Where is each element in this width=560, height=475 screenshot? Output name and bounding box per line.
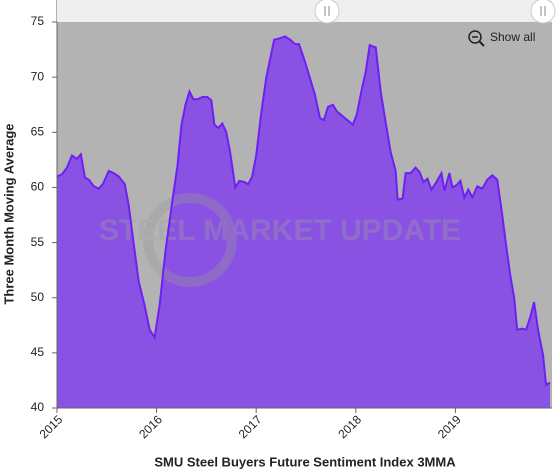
x-tick-label: 2018	[335, 412, 364, 441]
y-tick-label: 70	[31, 69, 45, 83]
y-tick-label: 75	[31, 14, 45, 28]
show-all-label: Show all	[490, 30, 535, 44]
y-tick-label: 40	[31, 400, 45, 414]
area	[57, 36, 551, 408]
y-tick-label: 55	[31, 235, 45, 249]
x-tick-label: 2015	[37, 412, 66, 441]
navigator-handle-knob	[530, 0, 556, 24]
y-tick-label: 65	[31, 124, 45, 138]
x-tick-label: 2016	[136, 412, 165, 441]
zoom-icon	[468, 30, 482, 44]
navigator-handle[interactable]	[530, 0, 556, 24]
navigator-handle-knob	[314, 0, 340, 24]
navigator-handle[interactable]	[314, 0, 340, 24]
x-tick-label: 2017	[236, 412, 265, 441]
y-axis-title: Three Month Moving Average	[1, 123, 16, 304]
line	[56, 35, 551, 387]
watermark: STEEL MARKET UPDATE	[99, 193, 461, 287]
y-tick-label: 60	[31, 180, 45, 194]
x-tick-label: 2019	[435, 412, 464, 441]
y-tick-label: 50	[31, 290, 45, 304]
navigator-track	[57, 0, 552, 22]
watermark-text: STEEL MARKET UPDATE	[99, 214, 461, 247]
watermark-globe	[143, 193, 237, 287]
y-tick-label: 45	[31, 345, 45, 359]
zoom-icon-handle	[478, 40, 485, 47]
x-axis-title: SMU Steel Buyers Future Sentiment Index …	[154, 454, 456, 469]
show-all-button[interactable]: Show all	[468, 30, 535, 47]
